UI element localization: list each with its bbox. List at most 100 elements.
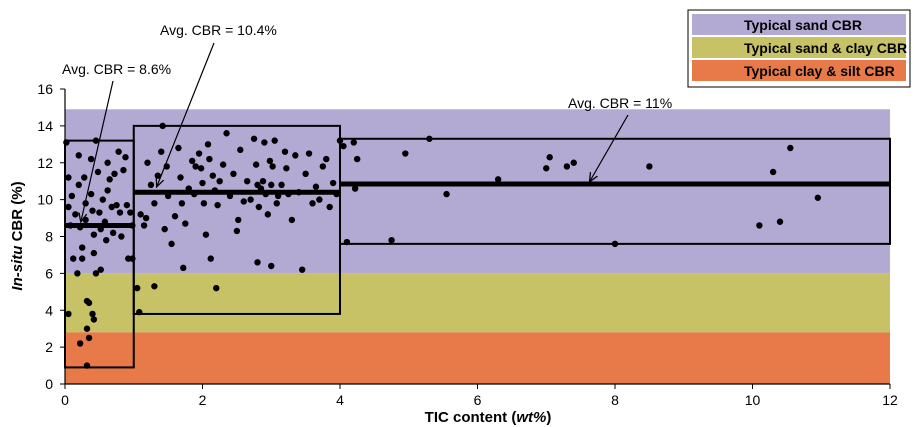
data-point [233,227,241,235]
data-point [312,183,320,190]
data-point [209,172,217,179]
data-point [402,150,409,157]
y-tick-label: 12 [37,155,53,171]
data-point [281,148,289,155]
y-axis-label-prefix: In-situ [9,246,26,291]
data-point [305,150,313,157]
data-point [122,154,129,161]
data-point [195,150,203,157]
data-point [103,236,110,244]
data-point [278,181,285,189]
data-points [63,122,822,369]
x-tick-label: 4 [336,392,344,408]
data-point [353,155,361,163]
data-point [197,165,205,172]
data-point [144,159,151,166]
data-point [237,146,244,154]
data-point [200,200,208,207]
data-point [207,255,214,262]
x-tick-label: 0 [61,392,69,408]
data-point [563,163,571,170]
data-point [443,190,450,198]
y-tick-label: 2 [45,339,53,355]
y-tick-label: 6 [45,265,53,281]
data-point [177,174,184,181]
avg-annotation-arrow [590,114,629,181]
y-axis-label: In-situ CBR (%) [9,181,26,290]
data-point [127,209,134,216]
data-point [494,176,502,183]
data-point [109,229,117,237]
data-point [319,163,327,170]
x-tick-label: 6 [474,392,482,408]
data-point [116,209,124,216]
data-point [115,148,122,155]
avg-annotation-arrow [157,42,215,186]
data-point [350,139,357,146]
y-tick-label: 16 [37,81,53,97]
data-point [151,283,158,290]
y-tick-label: 0 [45,376,53,392]
data-point [235,216,242,224]
x-tick-label: 8 [611,392,619,408]
data-point [118,233,125,240]
data-point [90,231,98,238]
data-point [72,211,79,218]
tick-labels: 0 2 4 6 8 10 12 14 16 0 2 4 6 8 10 12 [37,81,898,408]
data-point [261,139,268,146]
data-point [570,159,577,166]
band-2 [65,332,890,384]
data-point [142,214,150,222]
data-point [230,170,237,178]
data-point [68,192,76,200]
data-point [202,231,210,238]
x-tick-label: 12 [882,392,898,408]
data-point [158,148,165,155]
data-point [75,181,82,189]
axis-labels: TIC content (wt%) In-situ CBR (%) [9,181,551,426]
data-point [76,340,84,347]
data-point [133,284,141,292]
data-point [65,174,72,181]
y-tick-label: 8 [45,229,53,245]
y-axis-label-part: CBR (%) [9,181,26,245]
data-point [92,270,100,277]
data-point [814,194,822,201]
y-tick-label: 10 [37,192,53,208]
data-point [309,200,316,207]
data-point [192,163,199,170]
data-point [180,264,187,272]
data-point [137,211,144,218]
average-lines [65,181,890,228]
data-point [82,216,89,224]
x-tick-label: 10 [745,392,761,408]
legend-entry: Typical clay & silt CBR [744,63,895,79]
axes [60,88,891,389]
data-point [240,198,247,205]
data-point [85,299,93,307]
data-point [351,185,359,192]
data-point [104,159,111,166]
data-point [223,130,230,137]
data-point [776,218,784,225]
avg-annotation-arrow [81,80,114,221]
data-point [175,144,182,152]
data-point [188,157,196,165]
data-point [206,155,213,163]
data-point [254,259,261,266]
cbr-bands [65,109,890,384]
data-point [65,203,72,211]
data-point [326,203,333,211]
data-point [123,201,131,209]
data-point [264,211,272,218]
data-point [213,284,220,292]
data-point [298,266,306,273]
data-point [283,165,290,172]
avg-annotations: Avg. CBR = 8.6% Avg. CBR = 10.4% Avg. CBR … [62,22,672,221]
data-point [204,141,212,148]
legend-swatch [692,37,906,58]
data-point [323,155,330,163]
data-point [646,163,653,170]
data-point [87,155,95,163]
data-point [96,209,103,216]
